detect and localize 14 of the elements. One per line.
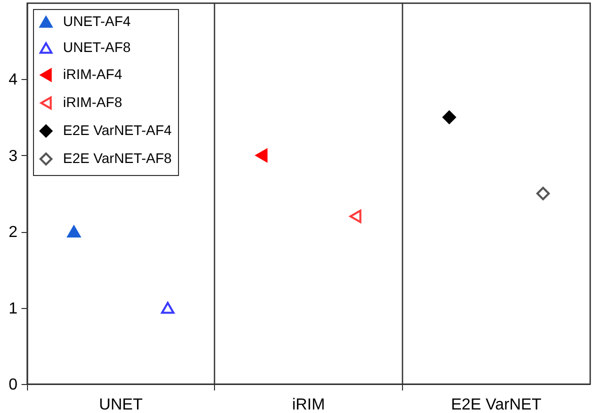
legend-label: E2E VarNET-AF4 <box>63 122 172 138</box>
legend-label: UNET-AF4 <box>63 13 131 29</box>
y-tick-label: 3 <box>8 148 18 165</box>
legend-label: iRIM-AF4 <box>63 66 122 82</box>
y-tick-label: 4 <box>8 72 18 89</box>
y-tick-label: 1 <box>8 300 18 318</box>
y-tick-label: 2 <box>8 224 18 242</box>
x-tick-label: iRIM <box>292 396 325 413</box>
legend-label: E2E VarNET-AF8 <box>63 150 172 166</box>
x-tick-label: UNET <box>99 396 143 413</box>
x-tick-label: E2E VarNET <box>450 396 542 413</box>
legend-label: UNET-AF8 <box>63 39 131 55</box>
y-tick-label: 0 <box>8 376 18 394</box>
legend-label: iRIM-AF8 <box>63 94 122 110</box>
